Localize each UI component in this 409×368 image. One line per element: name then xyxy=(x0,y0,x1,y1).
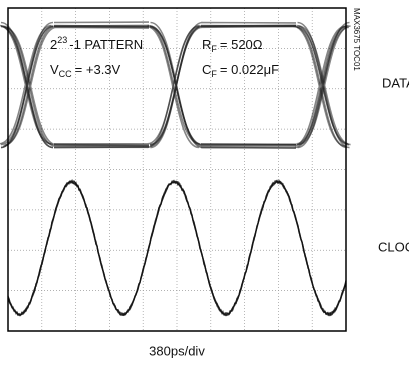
scope-figure: 223-1 PATTERN VCC= +3.3V RF= 520Ω CF= 0.… xyxy=(0,0,409,368)
graticule xyxy=(8,8,346,331)
pattern-label: 223-1 PATTERN xyxy=(50,35,143,52)
figure-id: MAX3675 TOC01 xyxy=(352,8,361,71)
supply-label: VCC= +3.3V xyxy=(50,62,121,79)
channel-label: CLOCK xyxy=(378,239,409,254)
rf-label: RF= 520Ω xyxy=(202,37,263,54)
channel-label: DATA xyxy=(382,75,409,90)
page: {"annotations": { "pattern": {"base": "2… xyxy=(0,0,409,368)
time-scale: 380ps/div xyxy=(149,343,205,358)
cf-label: CF= 0.022μF xyxy=(202,62,279,79)
